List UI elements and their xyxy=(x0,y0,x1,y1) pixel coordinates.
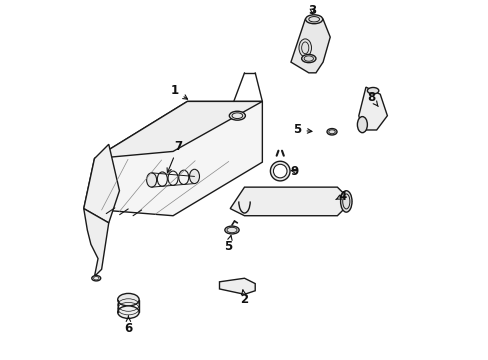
Text: 8: 8 xyxy=(366,91,377,107)
Text: 3: 3 xyxy=(307,4,316,17)
Polygon shape xyxy=(94,102,262,158)
Ellipse shape xyxy=(366,87,378,94)
Ellipse shape xyxy=(270,161,289,181)
Ellipse shape xyxy=(340,191,351,212)
Ellipse shape xyxy=(301,54,315,63)
Text: 2: 2 xyxy=(240,290,248,306)
Ellipse shape xyxy=(273,164,286,178)
Polygon shape xyxy=(219,278,255,294)
Text: 1: 1 xyxy=(170,84,187,99)
Polygon shape xyxy=(358,87,386,130)
Polygon shape xyxy=(83,208,108,276)
Ellipse shape xyxy=(224,226,239,234)
Ellipse shape xyxy=(189,169,199,184)
Polygon shape xyxy=(83,144,119,223)
Text: 4: 4 xyxy=(335,190,346,203)
Ellipse shape xyxy=(92,275,101,281)
Polygon shape xyxy=(83,102,262,216)
Polygon shape xyxy=(290,19,329,73)
Ellipse shape xyxy=(229,111,245,120)
Text: 7: 7 xyxy=(167,140,182,173)
Ellipse shape xyxy=(326,129,336,135)
Ellipse shape xyxy=(146,173,156,187)
Ellipse shape xyxy=(305,15,322,24)
Text: 5: 5 xyxy=(293,123,311,136)
Text: 6: 6 xyxy=(124,316,132,335)
Ellipse shape xyxy=(118,306,139,319)
Ellipse shape xyxy=(298,39,311,57)
Polygon shape xyxy=(230,187,351,216)
Text: 5: 5 xyxy=(224,235,232,253)
Text: 9: 9 xyxy=(290,165,298,177)
Ellipse shape xyxy=(118,293,139,306)
Ellipse shape xyxy=(357,117,366,133)
